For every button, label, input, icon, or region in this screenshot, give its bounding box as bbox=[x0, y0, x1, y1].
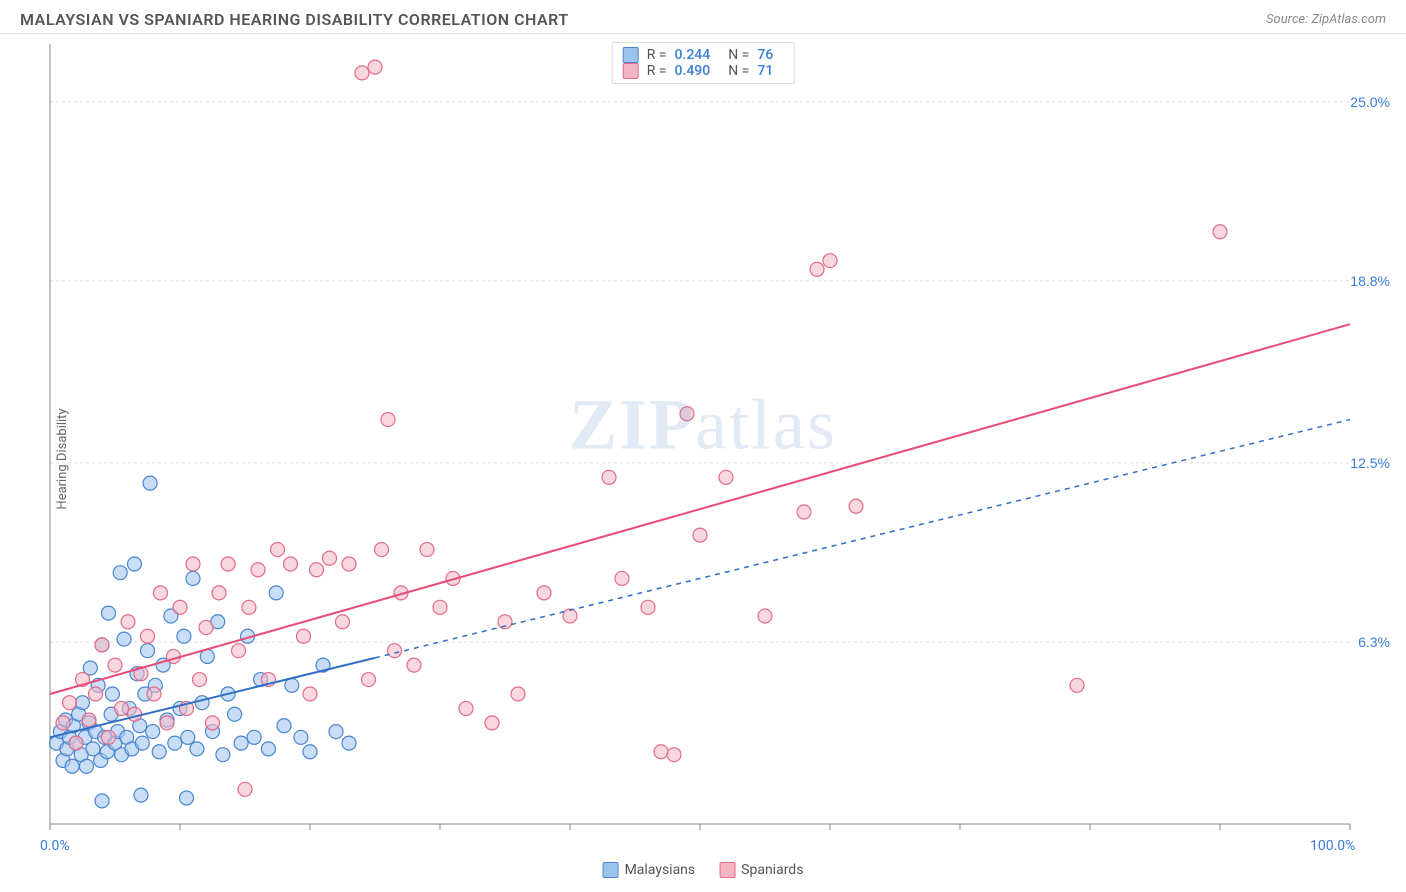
chart-title: MALAYSIAN VS SPANIARD HEARING DISABILITY… bbox=[20, 10, 569, 29]
chart-container: Hearing Disability ZIPatlas 6.3%12.5%18.… bbox=[0, 34, 1406, 884]
legend-item-0: Malaysians bbox=[603, 862, 696, 878]
legend-stats-row-1: R = 0.490 N = 71 bbox=[623, 63, 784, 79]
legend-swatch-1 bbox=[623, 63, 639, 79]
y-axis-label: Hearing Disability bbox=[55, 408, 70, 509]
chart-header: MALAYSIAN VS SPANIARD HEARING DISABILITY… bbox=[0, 0, 1406, 34]
legend-swatch-malaysians bbox=[603, 862, 619, 878]
legend-swatch-spaniards bbox=[719, 862, 735, 878]
svg-text:12.5%: 12.5% bbox=[1350, 455, 1390, 471]
x-axis-min-label: 0.0% bbox=[40, 838, 70, 854]
chart-source: Source: ZipAtlas.com bbox=[1266, 12, 1386, 27]
svg-text:6.3%: 6.3% bbox=[1358, 634, 1390, 650]
x-axis-max-label: 100.0% bbox=[1310, 838, 1355, 854]
svg-text:25.0%: 25.0% bbox=[1350, 94, 1390, 110]
svg-text:18.8%: 18.8% bbox=[1350, 273, 1390, 289]
legend-series: Malaysians Spaniards bbox=[603, 862, 804, 878]
legend-stats: R = 0.244 N = 76 R = 0.490 N = 71 bbox=[612, 42, 795, 84]
scatter-plot: 6.3% 12.5% 18.8% 25.0% bbox=[0, 34, 1406, 854]
legend-stats-row-0: R = 0.244 N = 76 bbox=[623, 47, 784, 63]
legend-swatch-0 bbox=[623, 47, 639, 63]
legend-item-1: Spaniards bbox=[719, 862, 803, 878]
